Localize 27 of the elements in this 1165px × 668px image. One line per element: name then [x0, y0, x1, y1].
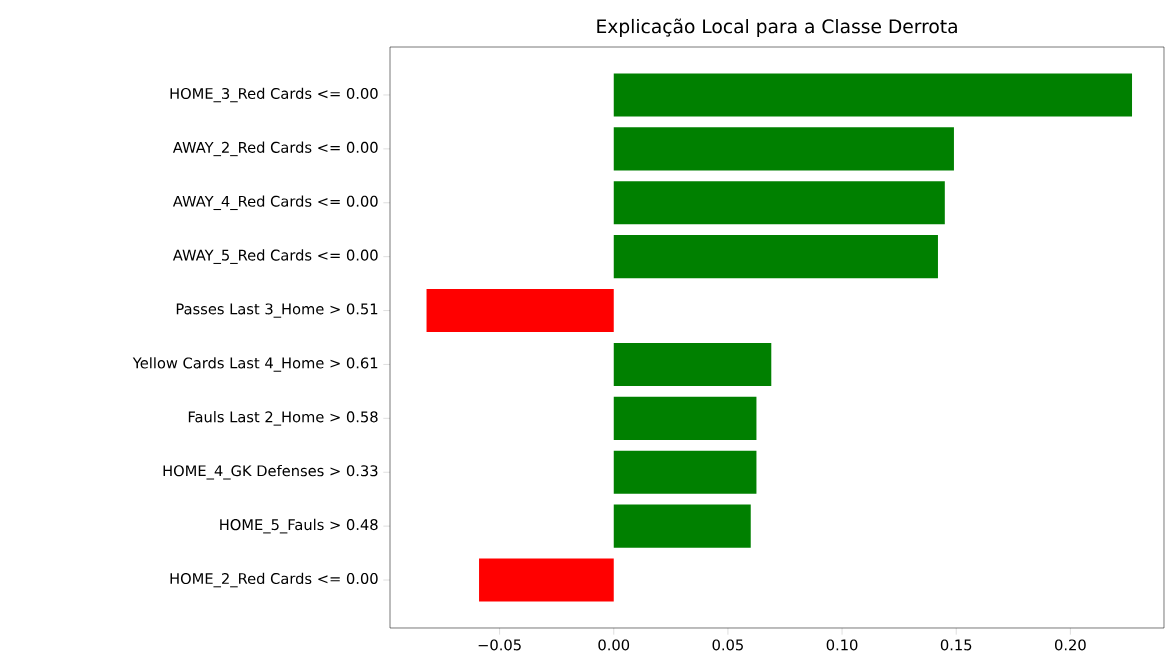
- y-tick-label: Fauls Last 2_Home > 0.58: [188, 411, 378, 426]
- bar: [613, 235, 938, 279]
- bar: [613, 396, 757, 440]
- y-tick-label: HOME_3_Red Cards <= 0.00: [170, 87, 378, 103]
- y-tick-label: HOME_4_GK Defenses > 0.33: [163, 464, 378, 480]
- y-tick-label: HOME_5_Fauls > 0.48: [220, 518, 378, 534]
- y-tick-label: AWAY_4_Red Cards <= 0.00: [172, 195, 378, 211]
- bar: [613, 127, 954, 171]
- bar: [613, 342, 772, 386]
- x-tick-label: −0.05: [478, 639, 521, 651]
- x-tick-label: 0.20: [1055, 639, 1086, 651]
- x-tick-label: 0.05: [712, 639, 743, 651]
- bar: [613, 450, 757, 494]
- y-tick-label: HOME_2_Red Cards <= 0.00: [170, 572, 378, 588]
- y-tick-label: AWAY_5_Red Cards <= 0.00: [172, 249, 378, 264]
- bar: [613, 73, 1133, 117]
- chart-title: Explicação Local para a Classe Derrota: [597, 18, 957, 37]
- bar: [613, 504, 751, 548]
- bar: [426, 288, 614, 333]
- y-tick-label: AWAY_2_Red Cards <= 0.00: [172, 141, 378, 157]
- x-tick-label: 0.00: [598, 639, 630, 651]
- bar: [479, 558, 614, 602]
- y-tick-label: Yellow Cards Last 4_Home > 0.61: [132, 357, 378, 372]
- x-tick-label: 0.10: [826, 639, 858, 651]
- x-tick-label: 0.15: [940, 639, 972, 651]
- y-tick-label: Passes Last 3_Home > 0.51: [176, 303, 378, 318]
- bar: [613, 181, 945, 225]
